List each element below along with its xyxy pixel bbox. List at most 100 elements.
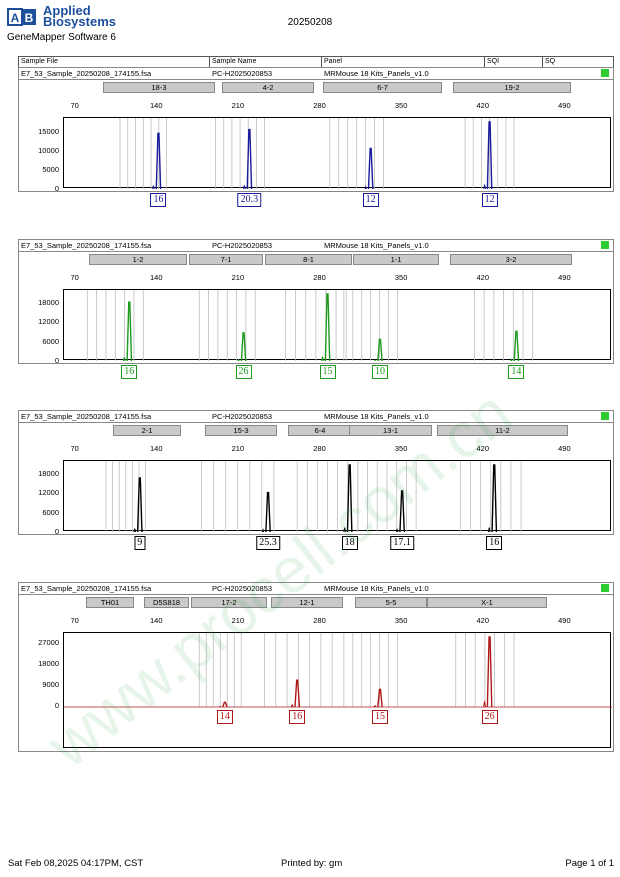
- stutter-peak: [483, 701, 487, 708]
- peak[interactable]: [399, 490, 405, 532]
- marker-label[interactable]: 5-5: [355, 597, 427, 608]
- marker-label[interactable]: 4-2: [222, 82, 314, 93]
- scale-tick-label: 140: [150, 101, 163, 110]
- allele-call-label[interactable]: 18: [341, 536, 358, 550]
- stutter-peak: [343, 527, 346, 532]
- col-panel: Panel: [324, 58, 342, 65]
- allele-call-label[interactable]: 16: [289, 710, 306, 724]
- scale-tick-label: 280: [313, 444, 326, 453]
- allele-call-label[interactable]: 15: [371, 710, 388, 724]
- marker-label[interactable]: 8-1: [265, 254, 352, 265]
- allele-call-label[interactable]: 12: [481, 193, 498, 207]
- y-tick-label: 18000: [38, 659, 59, 668]
- y-tick-label: 18000: [38, 468, 59, 478]
- peak[interactable]: [136, 477, 143, 532]
- allele-call-label[interactable]: 17.1: [390, 536, 414, 550]
- peak[interactable]: [240, 332, 247, 361]
- plot-svg: [119, 118, 515, 189]
- y-tick-label: 6000: [42, 336, 59, 346]
- electropherogram-plot: 16 20.3 12 12: [63, 117, 611, 207]
- software-name: GeneMapper Software 6: [7, 32, 116, 43]
- marker-label[interactable]: 6-7: [323, 82, 442, 93]
- stutter-peak: [152, 185, 155, 189]
- peak[interactable]: [246, 128, 253, 189]
- peak[interactable]: [377, 688, 383, 708]
- stutter-peak: [290, 703, 294, 708]
- allele-call-label[interactable]: 9: [134, 536, 146, 550]
- marker-label[interactable]: 1-2: [89, 254, 187, 265]
- scale-tick-label: 490: [558, 616, 571, 625]
- peak[interactable]: [377, 338, 383, 361]
- sample-file: E7_53_Sample_20250208_174155.fsa: [21, 584, 152, 593]
- peak[interactable]: [126, 301, 133, 361]
- peak[interactable]: [367, 147, 374, 189]
- marker-label[interactable]: 3-2: [450, 254, 572, 265]
- plot-svg: [105, 461, 522, 532]
- allele-call-label[interactable]: 10: [371, 365, 388, 379]
- stutter-peak: [133, 528, 137, 532]
- allele-call-label[interactable]: 15: [319, 365, 336, 379]
- marker-label[interactable]: 1-1: [353, 254, 439, 265]
- sq-status-icon: [601, 69, 609, 77]
- sample-file: E7_53_Sample_20250208_174155.fsa: [21, 412, 152, 421]
- peak[interactable]: [486, 121, 493, 189]
- scale-tick-label: 210: [231, 616, 245, 625]
- peak[interactable]: [265, 491, 271, 532]
- allele-call-label[interactable]: 26: [481, 710, 498, 724]
- allele-call-label[interactable]: 14: [216, 710, 233, 724]
- peak[interactable]: [222, 701, 228, 708]
- allele-call-label[interactable]: 25.3: [256, 536, 280, 550]
- marker-label[interactable]: X-1: [427, 597, 547, 608]
- plot-svg: [86, 290, 534, 361]
- panel-2: E7_53_Sample_20250208_174155.fsa PC-H2025…: [18, 239, 614, 379]
- sq-status-icon: [601, 412, 609, 420]
- scale-tick-label: 350: [394, 101, 408, 110]
- peak[interactable]: [155, 132, 162, 189]
- marker-label[interactable]: 18-3: [103, 82, 215, 93]
- scale-tick-label: 420: [476, 444, 489, 453]
- allele-call-label[interactable]: 20.3: [237, 193, 262, 207]
- stutter-peak: [395, 527, 399, 532]
- panel-4: E7_53_Sample_20250208_174155.fsa PC-H2025…: [18, 582, 614, 752]
- brand-name: Applied Biosystems: [43, 4, 116, 28]
- panel-info-row: E7_53_Sample_20250208_174155.fsa PC-H2025…: [19, 583, 613, 595]
- allele-call-label[interactable]: 16: [486, 536, 503, 550]
- peak[interactable]: [346, 464, 353, 532]
- stutter-peak: [510, 358, 513, 361]
- y-tick-label: 5000: [42, 165, 59, 175]
- peak[interactable]: [324, 293, 331, 361]
- marker-label[interactable]: 15-3: [205, 425, 277, 436]
- peak[interactable]: [513, 330, 520, 361]
- allele-call-label[interactable]: 16: [150, 193, 167, 207]
- marker-label[interactable]: 17-2: [191, 597, 267, 608]
- marker-label[interactable]: D5S818: [144, 597, 189, 608]
- sample-file: E7_53_Sample_20250208_174155.fsa: [21, 69, 152, 78]
- plot-svg: [64, 633, 612, 708]
- marker-label[interactable]: TH01: [86, 597, 134, 608]
- panel-name: MRMouse 18 Kits_Panels_v1.0: [324, 241, 429, 250]
- svg-text:A: A: [11, 11, 20, 25]
- allele-call-label[interactable]: 26: [235, 365, 252, 379]
- allele-call-label[interactable]: 16: [121, 365, 138, 379]
- sq-status-icon: [601, 241, 609, 249]
- scale-tick-label: 70: [70, 444, 79, 453]
- marker-label[interactable]: 7-1: [189, 254, 263, 265]
- y-tick-label: 9000: [42, 680, 59, 689]
- scale-tick-label: 420: [476, 616, 489, 625]
- marker-label[interactable]: 6-4: [288, 425, 352, 436]
- marker-label[interactable]: 11-2: [437, 425, 568, 436]
- peak[interactable]: [294, 679, 301, 708]
- peak[interactable]: [486, 636, 493, 708]
- marker-label[interactable]: 19-2: [453, 82, 571, 93]
- allele-call-label[interactable]: 14: [508, 365, 525, 379]
- stutter-peak: [364, 184, 367, 189]
- marker-label[interactable]: 12-1: [271, 597, 343, 608]
- marker-label[interactable]: 2-1: [113, 425, 181, 436]
- sample-name: PC-H2025020853: [212, 69, 273, 78]
- marker-label[interactable]: 13-1: [349, 425, 432, 436]
- allele-call-label[interactable]: 12: [362, 193, 379, 207]
- panel-3: E7_53_Sample_20250208_174155.fsa PC-H2025…: [18, 410, 614, 550]
- y-tick-label: 6000: [42, 507, 59, 517]
- y-tick-label: 10000: [38, 146, 59, 156]
- peak[interactable]: [491, 464, 498, 532]
